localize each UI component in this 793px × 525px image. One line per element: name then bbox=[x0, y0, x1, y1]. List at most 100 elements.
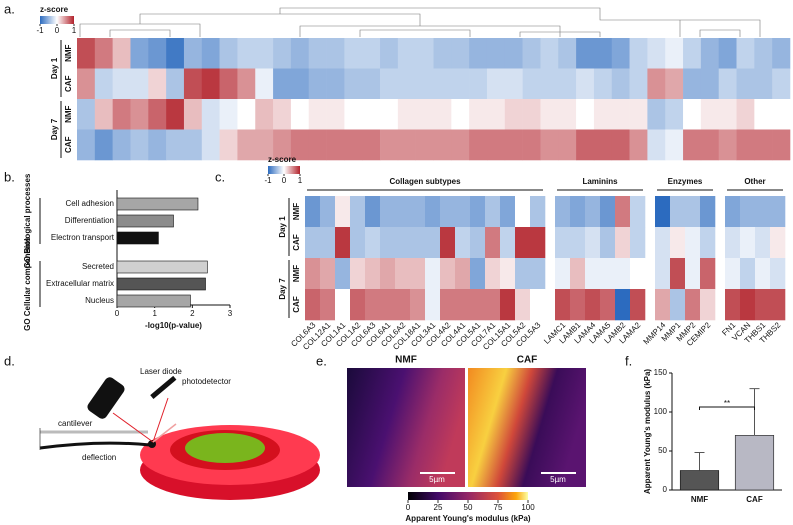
heatmap-cell bbox=[630, 289, 646, 321]
heatmap-cell bbox=[718, 99, 737, 130]
colorbar-tick-label: 1 bbox=[72, 26, 77, 35]
heatmap-cell bbox=[380, 196, 396, 228]
row-group-label: Day 1 bbox=[50, 57, 59, 79]
heatmap-cell bbox=[425, 289, 441, 321]
heatmap-cell bbox=[469, 68, 488, 100]
afm-diagram bbox=[39, 375, 320, 500]
heatmap-cell bbox=[237, 68, 256, 100]
heatmap-cell bbox=[365, 196, 381, 228]
heatmap-cell bbox=[350, 289, 366, 321]
colorbar-tick-label: 25 bbox=[434, 503, 443, 512]
heatmap-cell bbox=[500, 289, 516, 321]
colorbar bbox=[408, 492, 528, 500]
panel-label: d. bbox=[4, 353, 15, 368]
image-title: CAF bbox=[517, 355, 538, 366]
heatmap-cell bbox=[290, 68, 310, 100]
heatmap-cell bbox=[772, 68, 791, 100]
heatmap-cell bbox=[585, 196, 601, 228]
heatmap-cell bbox=[630, 196, 646, 228]
heatmap-cell bbox=[740, 196, 756, 228]
heatmap-cell bbox=[380, 289, 396, 321]
heatmap-cell bbox=[395, 289, 411, 321]
heatmap-cell bbox=[515, 196, 531, 228]
heatmap-cell bbox=[647, 129, 666, 161]
heatmap-cell bbox=[425, 227, 441, 259]
heatmap-cell bbox=[455, 227, 471, 259]
heatmap-cell bbox=[685, 227, 701, 259]
heatmap-cell bbox=[305, 196, 321, 228]
colorbar-tick-label: 0 bbox=[55, 26, 60, 35]
y-tick-label: Nucleus bbox=[85, 296, 114, 305]
heatmap-cell bbox=[415, 38, 434, 69]
row-label: NMF bbox=[64, 105, 73, 122]
heatmap-cell bbox=[515, 258, 531, 290]
heatmap-cell bbox=[500, 258, 516, 290]
heatmap-cell bbox=[770, 196, 786, 228]
heatmap-cell bbox=[397, 68, 416, 100]
bar bbox=[679, 470, 720, 491]
heatmap-cell bbox=[335, 196, 351, 228]
heatmap-cell bbox=[415, 129, 434, 161]
heatmap-cell bbox=[335, 289, 351, 321]
heatmap-cell bbox=[530, 258, 546, 290]
row-label: CAF bbox=[292, 296, 301, 313]
heatmap-cell bbox=[112, 129, 131, 161]
colorbar-tick-label: -1 bbox=[264, 176, 272, 185]
heatmap-cell bbox=[755, 289, 771, 321]
scale-bar-label: 5µm bbox=[429, 475, 445, 484]
heatmap-cell bbox=[451, 68, 470, 100]
heatmap-cell bbox=[362, 68, 381, 100]
colorbar-title: z-score bbox=[40, 5, 69, 14]
heatmap-cell bbox=[522, 99, 541, 130]
heatmap-cell bbox=[725, 227, 741, 259]
heatmap-cell bbox=[685, 289, 701, 321]
heatmap-cell bbox=[183, 68, 203, 100]
heatmap-cell bbox=[685, 196, 701, 228]
heatmap-cell bbox=[380, 227, 396, 259]
heatmap-cell bbox=[670, 258, 686, 290]
heatmap-cell bbox=[665, 99, 684, 130]
heatmap-cell bbox=[344, 38, 363, 69]
heatmap-cell bbox=[630, 227, 646, 259]
heatmap-cell bbox=[522, 68, 541, 100]
heatmap-cell bbox=[320, 258, 336, 290]
heatmap-cell bbox=[470, 258, 486, 290]
heatmap-cell bbox=[755, 196, 771, 228]
bar bbox=[116, 231, 159, 245]
heatmap-cell bbox=[255, 38, 274, 69]
heatmap-cell bbox=[326, 68, 345, 100]
heatmap-cell bbox=[470, 289, 486, 321]
heatmap-cell bbox=[362, 129, 381, 161]
heatmap-cell bbox=[237, 38, 256, 69]
heatmap-cell bbox=[469, 99, 488, 130]
colorbar-tick-label: -1 bbox=[36, 26, 44, 35]
heatmap-cell bbox=[522, 38, 541, 69]
heatmap-cell bbox=[94, 38, 113, 69]
heatmap-cell bbox=[647, 38, 666, 69]
heatmap-cell bbox=[611, 99, 630, 130]
heatmap-cell bbox=[350, 196, 366, 228]
heatmap-cell bbox=[558, 38, 577, 69]
heatmap-cell bbox=[522, 129, 541, 161]
bar bbox=[116, 214, 174, 228]
heatmap-cell bbox=[415, 99, 434, 130]
heatmap-cell bbox=[362, 38, 381, 69]
column-group-label: Enzymes bbox=[668, 177, 703, 186]
heatmap-cell bbox=[255, 68, 274, 100]
heatmap-cell bbox=[219, 38, 238, 69]
bar bbox=[116, 277, 206, 291]
heatmap-cell bbox=[647, 68, 666, 100]
heatmap-cell bbox=[593, 129, 613, 161]
heatmap-cell bbox=[615, 227, 631, 259]
heatmap-cell bbox=[290, 38, 310, 69]
heatmap-cell bbox=[380, 129, 399, 161]
heatmap-cell bbox=[685, 258, 701, 290]
heatmap-cell bbox=[335, 227, 351, 259]
heatmap-cell bbox=[335, 258, 351, 290]
heatmap-cell bbox=[344, 99, 363, 130]
heatmap-cell bbox=[201, 129, 220, 161]
row-label: CAF bbox=[292, 234, 301, 251]
bar bbox=[734, 435, 775, 491]
heatmap-cell bbox=[112, 38, 131, 69]
